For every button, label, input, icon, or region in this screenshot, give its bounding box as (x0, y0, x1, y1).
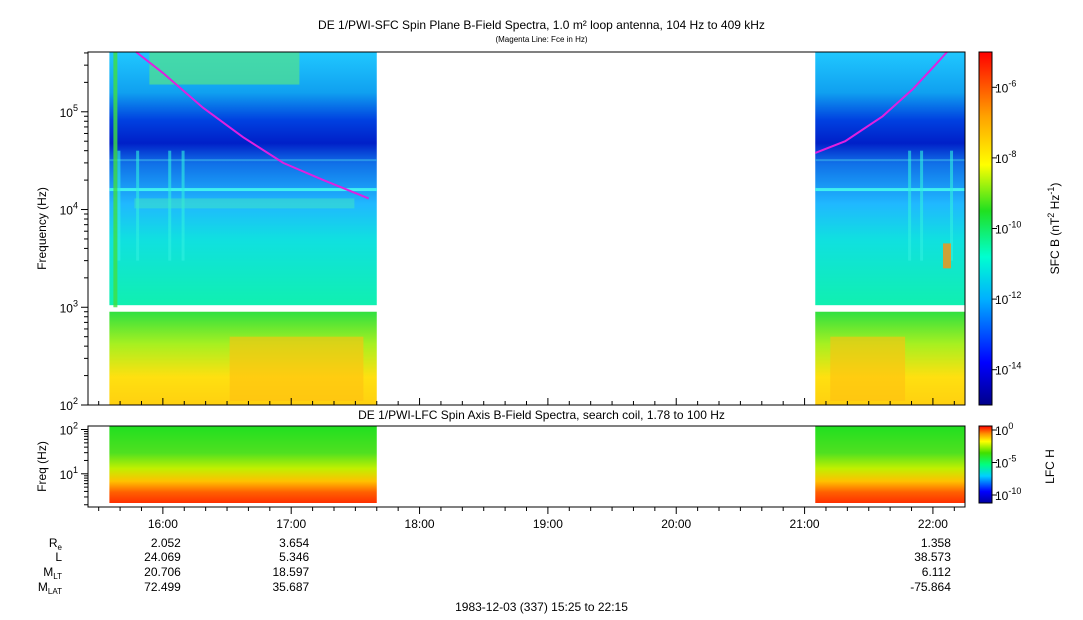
sfc-edge-band (113, 52, 118, 308)
sfc-colorbar-tick-label-2: 10-10 (995, 220, 1021, 237)
lfc-colorbar-tick-label-0: 100 (995, 421, 1013, 438)
sfc-emission-line2-0 (109, 159, 377, 162)
ephemeris-label-1: L (55, 550, 62, 564)
sfc-burst-1-0 (908, 150, 912, 261)
chart-subtitle-sfc: (Magenta Line: Fce in Hz) (495, 35, 588, 44)
sfc-lowfreq-enhancement-0 (229, 336, 364, 401)
lfc-spectrogram-panel (109, 426, 965, 503)
chart-title-sfc: DE 1/PWI-SFC Spin Plane B-Field Spectra,… (318, 18, 765, 32)
time-label-6: 22:00 (918, 517, 948, 531)
sfc-emission-line2-1 (815, 159, 965, 162)
time-range-footer: 1983-12-03 (337) 15:25 to 22:15 (455, 600, 628, 614)
sfc-block-upper-0 (109, 52, 377, 306)
lfc-colorbar-tick-label-1: 10-5 (995, 454, 1016, 471)
ephemeris-value: 3.654 (279, 536, 310, 550)
ephemeris-value: 72.499 (144, 580, 181, 594)
ephemeris-value: 35.687 (272, 580, 310, 594)
ephemeris-value: 20.706 (144, 565, 181, 579)
sfc-dashed-band (134, 198, 355, 209)
sfc-lowfreq-enhancement-1 (830, 336, 906, 401)
sfc-colorbar-tick-label-0: 10-6 (995, 78, 1016, 95)
sfc-ytick-label-0: 102 (60, 396, 78, 413)
lfc-colorbar (978, 425, 993, 504)
lfc-colorbar-tick-label-2: 10-10 (995, 486, 1021, 503)
ephemeris-value: 6.112 (921, 565, 951, 579)
sfc-burst-1-2 (950, 150, 954, 261)
fce-line-2 (814, 51, 948, 154)
lfc-colorbar-label: LFC H (1043, 449, 1057, 484)
ephemeris-value: 2.052 (150, 536, 181, 550)
sfc-colorbar-tick-label-4: 10-14 (995, 361, 1021, 378)
time-label-1: 17:00 (276, 517, 306, 531)
time-label-3: 19:00 (533, 517, 563, 531)
time-label-5: 21:00 (790, 517, 820, 531)
ephemeris-value: 24.069 (144, 550, 181, 564)
chart-axes: 102 103 104 105 Frequency (Hz) 101 102 Freq (Hz… (35, 51, 966, 531)
sfc-orange-patch (943, 243, 951, 269)
ephemeris-value: 1.358 (920, 536, 951, 550)
time-label-4: 20:00 (661, 517, 691, 531)
lfc-ylabel: Freq (Hz) (35, 441, 49, 492)
lfc-ytick-label-1: 102 (60, 421, 78, 438)
sfc-emission-line-1 (815, 188, 965, 192)
sfc-spectrogram-panel (109, 51, 965, 405)
sfc-ytick-label-2: 104 (60, 201, 78, 218)
sfc-burst-0-0 (117, 150, 121, 261)
colorbars: 10-6 10-8 10-10 10-12 10-14 SFC B (nT2 Hz-1) 1… (978, 51, 1062, 504)
ephemeris-label-0: Re (48, 536, 62, 552)
ephemeris-label-3: MLAT (37, 580, 62, 596)
lfc-block-0 (109, 426, 377, 503)
sfc-colorbar-tick-label-1: 10-8 (995, 149, 1016, 166)
ephemeris-value: -75.864 (910, 580, 951, 594)
sfc-emission-line-0 (109, 188, 377, 192)
sfc-upper-hiss (149, 52, 300, 85)
lfc-ytick-label-0: 101 (60, 465, 78, 482)
ephemeris-value: 38.573 (914, 550, 951, 564)
sfc-colorbar-label: SFC B (nT2 Hz-1) (1046, 183, 1062, 275)
sfc-burst-1-1 (920, 150, 924, 261)
fce-line-1 (135, 51, 370, 200)
sfc-ylabel: Frequency (Hz) (35, 187, 49, 270)
time-label-0: 16:00 (148, 517, 178, 531)
sfc-ytick-label-1: 103 (60, 298, 78, 315)
sfc-ytick-label-3: 105 (60, 103, 78, 120)
sfc-block-upper-1 (815, 52, 965, 306)
time-label-2: 18:00 (405, 517, 435, 531)
ephemeris-value: 18.597 (272, 565, 310, 579)
lfc-block-1 (815, 426, 965, 503)
ephemeris-value: 5.346 (279, 550, 310, 564)
chart-title-lfc: DE 1/PWI-LFC Spin Axis B-Field Spectra, … (358, 408, 725, 422)
ephemeris-label-2: MLT (43, 565, 62, 581)
sfc-colorbar (978, 51, 993, 406)
sfc-colorbar-tick-label-3: 10-12 (995, 290, 1021, 307)
